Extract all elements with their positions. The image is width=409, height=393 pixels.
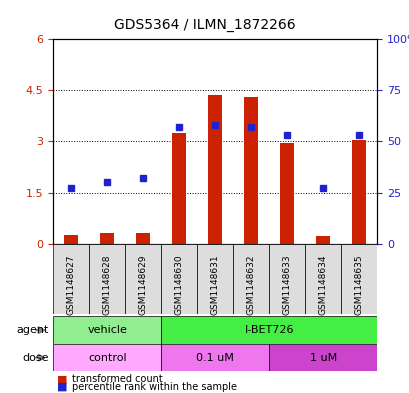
Text: GSM1148634: GSM1148634	[318, 254, 327, 315]
Bar	[269, 344, 376, 371]
Bar	[161, 344, 269, 371]
Text: dose: dose	[22, 353, 49, 363]
Bar	[207, 95, 222, 244]
Text: agent: agent	[17, 325, 49, 335]
Text: GSM1148629: GSM1148629	[138, 254, 147, 315]
Text: control: control	[88, 353, 126, 363]
Bar	[53, 344, 161, 371]
Bar	[100, 233, 114, 244]
Text: GSM1148632: GSM1148632	[246, 254, 255, 315]
Bar	[269, 244, 304, 314]
Text: GSM1148631: GSM1148631	[210, 254, 219, 315]
Bar	[53, 244, 89, 314]
Bar	[340, 244, 376, 314]
Bar	[136, 233, 150, 244]
Bar	[161, 244, 197, 314]
Bar	[315, 236, 330, 244]
Bar	[243, 97, 258, 244]
Text: ■: ■	[57, 374, 68, 384]
Text: GSM1148635: GSM1148635	[354, 254, 363, 315]
Text: GSM1148627: GSM1148627	[67, 254, 76, 315]
Text: ■: ■	[57, 382, 68, 392]
Bar	[197, 244, 233, 314]
Text: I-BET726: I-BET726	[244, 325, 293, 335]
Text: vehicle: vehicle	[87, 325, 127, 335]
Text: transformed count: transformed count	[72, 374, 162, 384]
Text: GSM1148633: GSM1148633	[282, 254, 291, 315]
Bar	[279, 143, 294, 244]
Bar	[351, 140, 366, 244]
Bar	[172, 133, 186, 244]
Bar	[233, 244, 269, 314]
Text: GDS5364 / ILMN_1872266: GDS5364 / ILMN_1872266	[114, 18, 295, 32]
Bar	[64, 235, 78, 244]
Text: 1 uM: 1 uM	[309, 353, 336, 363]
Text: GSM1148630: GSM1148630	[174, 254, 183, 315]
Text: percentile rank within the sample: percentile rank within the sample	[72, 382, 236, 392]
Text: GSM1148628: GSM1148628	[103, 254, 112, 315]
Bar	[89, 244, 125, 314]
Bar	[304, 244, 340, 314]
Bar	[125, 244, 161, 314]
Bar	[161, 316, 376, 344]
Bar	[53, 316, 161, 344]
Text: 0.1 uM: 0.1 uM	[196, 353, 234, 363]
